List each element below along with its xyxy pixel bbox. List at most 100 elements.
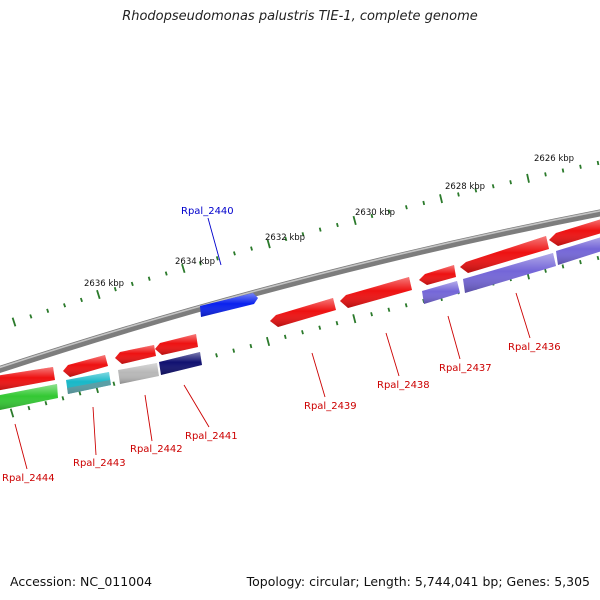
- minor-tick: [130, 281, 134, 287]
- minor-tick: [27, 405, 31, 411]
- minor-tick: [283, 334, 287, 340]
- callout-lines: [14, 217, 531, 470]
- minor-tick: [457, 192, 460, 197]
- kbp-label: 2634 kbp: [175, 257, 215, 267]
- minor-tick: [335, 320, 339, 326]
- kbp-scale-labels: 2626 kbp 2628 kbp 2630 kbp 2632 kbp 2634…: [84, 154, 574, 289]
- gene-label[interactable]: Rpal_2436: [508, 342, 561, 353]
- minor-tick: [63, 303, 67, 308]
- gene-red-2442-lane[interactable]: [115, 345, 156, 364]
- gene-rpal-2442[interactable]: [118, 363, 159, 384]
- leader-rpal-2437: [447, 315, 461, 360]
- gene-label[interactable]: Rpal_2442: [130, 444, 183, 455]
- gene-red-2443-lane[interactable]: [63, 355, 108, 377]
- minor-tick: [147, 276, 151, 281]
- gene-label[interactable]: Rpal_2437: [439, 363, 492, 374]
- major-tick: [9, 408, 15, 418]
- minor-tick: [79, 297, 83, 303]
- minor-tick: [164, 271, 168, 276]
- kbp-label: 2636 kbp: [84, 279, 124, 289]
- minor-tick: [370, 213, 374, 219]
- major-tick: [96, 289, 101, 300]
- leader-rpal-2439: [311, 352, 326, 398]
- minor-tick: [544, 268, 547, 273]
- major-tick: [439, 194, 443, 204]
- minor-tick: [404, 303, 408, 308]
- leader-rpal-2442: [144, 394, 153, 442]
- forward-strand-genes: [200, 293, 258, 317]
- gene-label[interactable]: Rpal_2438: [377, 380, 430, 391]
- minor-tick: [491, 184, 495, 189]
- minor-tick: [370, 312, 373, 317]
- gene-red-2441-lane[interactable]: [155, 334, 198, 355]
- genome-backbone: [0, 209, 600, 374]
- major-tick: [266, 239, 271, 249]
- major-tick: [352, 314, 357, 324]
- gene-label[interactable]: Rpal_2441: [185, 431, 238, 442]
- leader-rpal-2438: [385, 332, 400, 377]
- gene-rpal-2444[interactable]: [0, 367, 55, 391]
- gene-rpal-2440[interactable]: [200, 293, 258, 317]
- kbp-label: 2628 kbp: [445, 182, 485, 192]
- minor-tick: [78, 391, 82, 396]
- gene-label[interactable]: Rpal_2444: [2, 473, 55, 484]
- gene-rpal-2436[interactable]: [460, 236, 549, 273]
- genome-title: Rhodopseudomonas palustris TIE-1, comple…: [122, 9, 478, 24]
- minor-tick: [232, 348, 236, 353]
- minor-tick: [318, 325, 322, 330]
- minor-tick: [387, 209, 391, 214]
- minor-tick: [509, 180, 512, 185]
- gene-purple-edge[interactable]: [556, 236, 600, 265]
- minor-tick: [596, 160, 600, 166]
- minor-tick: [113, 286, 117, 292]
- minor-tick: [198, 261, 202, 266]
- gene-label[interactable]: Rpal_2443: [73, 458, 126, 469]
- kbp-label: 2632 kbp: [265, 233, 305, 243]
- minor-tick: [474, 188, 478, 193]
- minor-tick: [544, 172, 547, 177]
- major-tick: [526, 173, 530, 183]
- gene-rpal-2438[interactable]: [340, 277, 412, 308]
- minor-tick: [250, 246, 253, 251]
- gene-rpal-2443[interactable]: [66, 372, 111, 394]
- leader-rpal-2441: [183, 384, 210, 428]
- minor-tick: [112, 381, 116, 386]
- gene-rpal-2437[interactable]: [419, 265, 456, 285]
- major-tick: [181, 263, 186, 273]
- accession-text: Accession: NC_011004: [10, 574, 153, 589]
- gene-red-edge[interactable]: [549, 218, 600, 246]
- gene-rpal-2441[interactable]: [159, 352, 202, 375]
- minor-tick: [61, 396, 65, 401]
- major-tick: [352, 215, 357, 226]
- major-tick: [11, 317, 17, 327]
- gene-purple-2436-lane[interactable]: [463, 253, 556, 293]
- minor-tick: [284, 236, 288, 242]
- gene-label[interactable]: Rpal_2439: [304, 401, 357, 412]
- minor-tick: [215, 256, 219, 261]
- minor-tick: [596, 255, 600, 261]
- minor-tick: [579, 164, 582, 169]
- leader-rpal-2440: [207, 217, 222, 266]
- gene-rpal-2439[interactable]: [270, 298, 336, 327]
- minor-tick: [301, 232, 305, 237]
- minor-tick: [561, 168, 565, 173]
- minor-tick: [579, 259, 582, 265]
- minor-tick: [336, 222, 339, 228]
- minor-tick: [422, 200, 426, 206]
- outer-tick-ring: [11, 160, 600, 327]
- minor-tick: [46, 308, 50, 313]
- minor-tick: [215, 353, 218, 358]
- gene-green-2444-lane[interactable]: [0, 384, 58, 411]
- kbp-label: 2630 kbp: [355, 208, 395, 218]
- minor-tick: [405, 205, 408, 210]
- minor-tick: [29, 314, 33, 319]
- minor-tick: [301, 330, 304, 335]
- reverse-strand-genes-categories: [0, 236, 600, 411]
- leader-rpal-2443: [92, 406, 97, 456]
- minor-tick: [249, 343, 253, 349]
- topology-text: Topology: circular; Length: 5,744,041 bp…: [246, 574, 590, 589]
- gene-purple-2437-lane[interactable]: [422, 281, 460, 304]
- minor-tick: [44, 400, 48, 406]
- gene-label[interactable]: Rpal_2440: [181, 206, 234, 217]
